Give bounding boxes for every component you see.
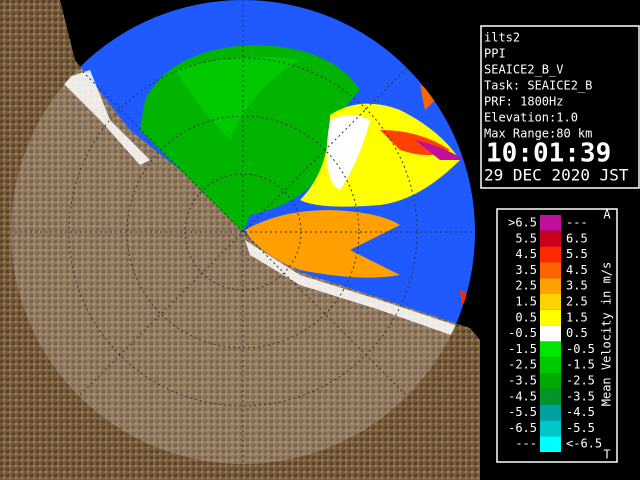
legend-right-label: -1.5 (566, 358, 595, 372)
legend-swatch (540, 373, 561, 389)
legend-swatch (540, 246, 561, 263)
legend-left-label: 0.5 (515, 310, 537, 324)
legend-swatch (540, 404, 561, 421)
legend-swatch (540, 309, 561, 326)
legend-swatch (540, 341, 561, 358)
legend-right-label: -2.5 (566, 374, 595, 388)
legend-right-label: --- (566, 216, 588, 230)
legend-right-label: 3.5 (566, 279, 588, 293)
legend-title: Mean Velocity in m/s (600, 262, 614, 407)
legend-right-label: -5.5 (566, 421, 595, 435)
legend-left-label: -4.5 (508, 389, 537, 403)
legend-left-label: -3.5 (508, 374, 537, 388)
info-line: PRF: 1800Hz (484, 95, 563, 109)
echoes (60, 45, 470, 340)
legend-left-label: 1.5 (515, 295, 537, 309)
legend-swatch (540, 325, 561, 342)
legend-left-label: 3.5 (515, 263, 537, 277)
legend-right-label: 2.5 (566, 295, 588, 309)
info-line: Elevation:1.0 (484, 111, 578, 125)
legend-right-label: -0.5 (566, 342, 595, 356)
legend-right-label: 5.5 (566, 247, 588, 261)
info-panel: ilts2 PPI SEAICE2_B_V Task: SEAICE2_B PRF: 1… (480, 25, 640, 189)
legend-swatch (540, 262, 561, 279)
legend-left-label: 4.5 (515, 247, 537, 261)
legend-swatch (540, 420, 561, 437)
legend-left-label: >6.5 (508, 216, 537, 230)
legend-swatch (540, 215, 561, 231)
legend-swatch (540, 230, 561, 247)
land (0, 0, 480, 480)
legend-left-label: -0.5 (508, 326, 537, 340)
time: 10:01:39 (486, 139, 611, 169)
info-line: ilts2 (484, 31, 520, 45)
legend-swatch (540, 436, 561, 452)
legend-left-label: 2.5 (515, 279, 537, 293)
legend-swatch (540, 388, 561, 405)
legend-right-label: 0.5 (566, 326, 588, 340)
info-line: Task: SEAICE2_B (484, 79, 592, 93)
legend-right-label: 4.5 (566, 263, 588, 277)
legend-top-mark: A (603, 208, 611, 222)
legend-right-label: 1.5 (566, 310, 588, 324)
date: 29 DEC 2020 JST (484, 166, 629, 185)
legend-right-label: -4.5 (566, 405, 595, 419)
info-line: SEAICE2_B_V (484, 63, 563, 77)
info-line: PPI (484, 47, 506, 61)
legend: A T Mean Velocity in m/s >6.5 --- 5.5 6.5 4.… (496, 208, 618, 463)
legend-swatch (540, 294, 561, 310)
legend-left-label: -2.5 (508, 358, 537, 372)
legend-right-label: -3.5 (566, 389, 595, 403)
info-line: Max Range:80 km (484, 127, 592, 141)
legend-left-label: -1.5 (508, 342, 537, 356)
legend-swatch (540, 278, 561, 294)
legend-left-label: -6.5 (508, 421, 537, 435)
legend-left-label: 5.5 (515, 231, 537, 245)
range-rings (11, 0, 475, 464)
map-layer (0, 0, 480, 480)
legend-swatch (540, 357, 561, 373)
legend-left-label: --- (515, 437, 537, 451)
legend-bottom-mark: T (603, 448, 610, 462)
legend-right-label: 6.5 (566, 231, 588, 245)
legend-left-label: -5.5 (508, 405, 537, 419)
legend-right-label: <-6.5 (566, 437, 602, 451)
